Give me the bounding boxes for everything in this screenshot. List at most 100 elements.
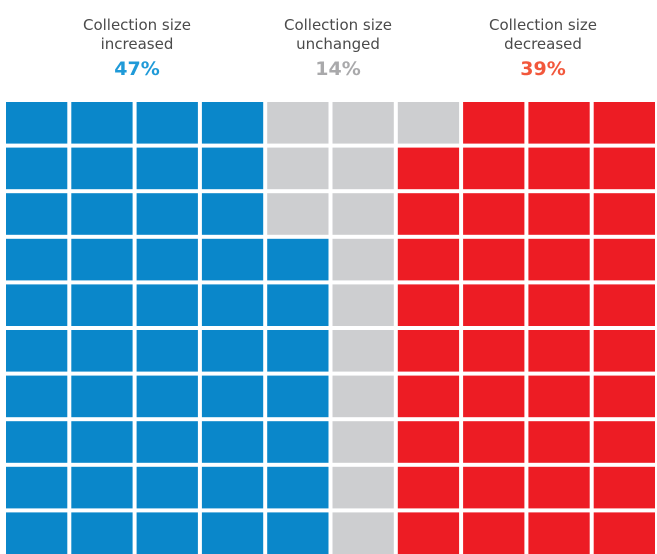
waffle-cell (397, 193, 460, 235)
waffle-cell (332, 375, 394, 418)
waffle-cell (528, 147, 590, 190)
waffle-cell (528, 375, 590, 418)
waffle-cell (136, 147, 198, 190)
waffle-cell (267, 238, 329, 281)
waffle-cell (593, 330, 655, 372)
waffle-cell (528, 102, 590, 144)
waffle-cell (463, 284, 525, 326)
waffle-cell (6, 421, 68, 463)
waffle-cell (397, 147, 460, 190)
waffle-cell (71, 512, 133, 554)
waffle-cell (463, 466, 525, 509)
waffle-cell (6, 238, 68, 281)
waffle-cell (6, 330, 68, 372)
waffle-cell (463, 238, 525, 281)
waffle-cell (6, 193, 68, 235)
waffle-cell (136, 512, 198, 554)
waffle-cell (332, 238, 394, 281)
waffle-cell (71, 147, 133, 190)
waffle-cell (332, 421, 394, 463)
legend-label: Collection size increased (82, 16, 192, 53)
waffle-cell (6, 466, 68, 509)
waffle-cell (593, 512, 655, 554)
waffle-cell (528, 284, 590, 326)
waffle-cell (71, 284, 133, 326)
waffle-cell (201, 330, 264, 372)
waffle-cell (397, 238, 460, 281)
waffle-cell (463, 147, 525, 190)
waffle-cell (397, 466, 460, 509)
waffle-cell (593, 375, 655, 418)
value-label: 39% (520, 58, 566, 80)
waffle-cell (201, 238, 264, 281)
waffle-cell (593, 147, 655, 190)
waffle-cell (463, 330, 525, 372)
waffle-cell (463, 102, 525, 144)
waffle-cell (397, 512, 460, 554)
waffle-cell (593, 284, 655, 326)
waffle-cell (201, 375, 264, 418)
waffle-cell (71, 102, 133, 144)
waffle-cell (593, 102, 655, 144)
waffle-cell (71, 421, 133, 463)
waffle-cell (71, 238, 133, 281)
waffle-cell (136, 375, 198, 418)
legend-label: Collection size decreased (488, 16, 598, 53)
waffle-cell (332, 102, 394, 144)
waffle-cell (136, 193, 198, 235)
waffle-cell (136, 466, 198, 509)
waffle-cell (201, 421, 264, 463)
waffle-cell (397, 330, 460, 372)
legend-label: Collection size unchanged (283, 16, 393, 53)
waffle-cell (463, 421, 525, 463)
waffle-cell (332, 284, 394, 326)
waffle-cell (201, 284, 264, 326)
waffle-cell (267, 330, 329, 372)
waffle-cell (528, 512, 590, 554)
waffle-cell (136, 284, 198, 326)
waffle-cell (593, 193, 655, 235)
waffle-cell (6, 512, 68, 554)
waffle-cell (136, 330, 198, 372)
waffle-cell (201, 466, 264, 509)
waffle-cell (463, 512, 525, 554)
waffle-cell (136, 102, 198, 144)
waffle-cell (201, 147, 264, 190)
waffle-cell (267, 284, 329, 326)
waffle-cell (332, 512, 394, 554)
waffle-cell (332, 147, 394, 190)
waffle-cell (71, 330, 133, 372)
waffle-cell (397, 284, 460, 326)
series-header: Collection size unchanged 14% (253, 16, 423, 82)
waffle-cell (267, 466, 329, 509)
waffle-cell (267, 193, 329, 235)
waffle-cell (332, 193, 394, 235)
series-header: Collection size decreased 39% (458, 16, 628, 82)
waffle-cell (6, 284, 68, 326)
waffle-cell (201, 193, 264, 235)
waffle-cell (528, 238, 590, 281)
waffle-cell (6, 147, 68, 190)
waffle-cell (528, 330, 590, 372)
waffle-cell (332, 330, 394, 372)
waffle-cell (593, 238, 655, 281)
waffle-cell (267, 421, 329, 463)
waffle-cell (267, 375, 329, 418)
waffle-cell (528, 421, 590, 463)
waffle-cell (136, 421, 198, 463)
waffle-cell (528, 466, 590, 509)
waffle-cell (397, 375, 460, 418)
waffle-cell (397, 421, 460, 463)
waffle-cell (6, 375, 68, 418)
waffle-cell (267, 147, 329, 190)
waffle-cell (593, 421, 655, 463)
waffle-cell (332, 466, 394, 509)
waffle-cell (593, 466, 655, 509)
waffle-cell (71, 375, 133, 418)
value-label: 14% (315, 58, 361, 80)
waffle-cell (201, 512, 264, 554)
waffle-cell (528, 193, 590, 235)
waffle-cell (267, 102, 329, 144)
